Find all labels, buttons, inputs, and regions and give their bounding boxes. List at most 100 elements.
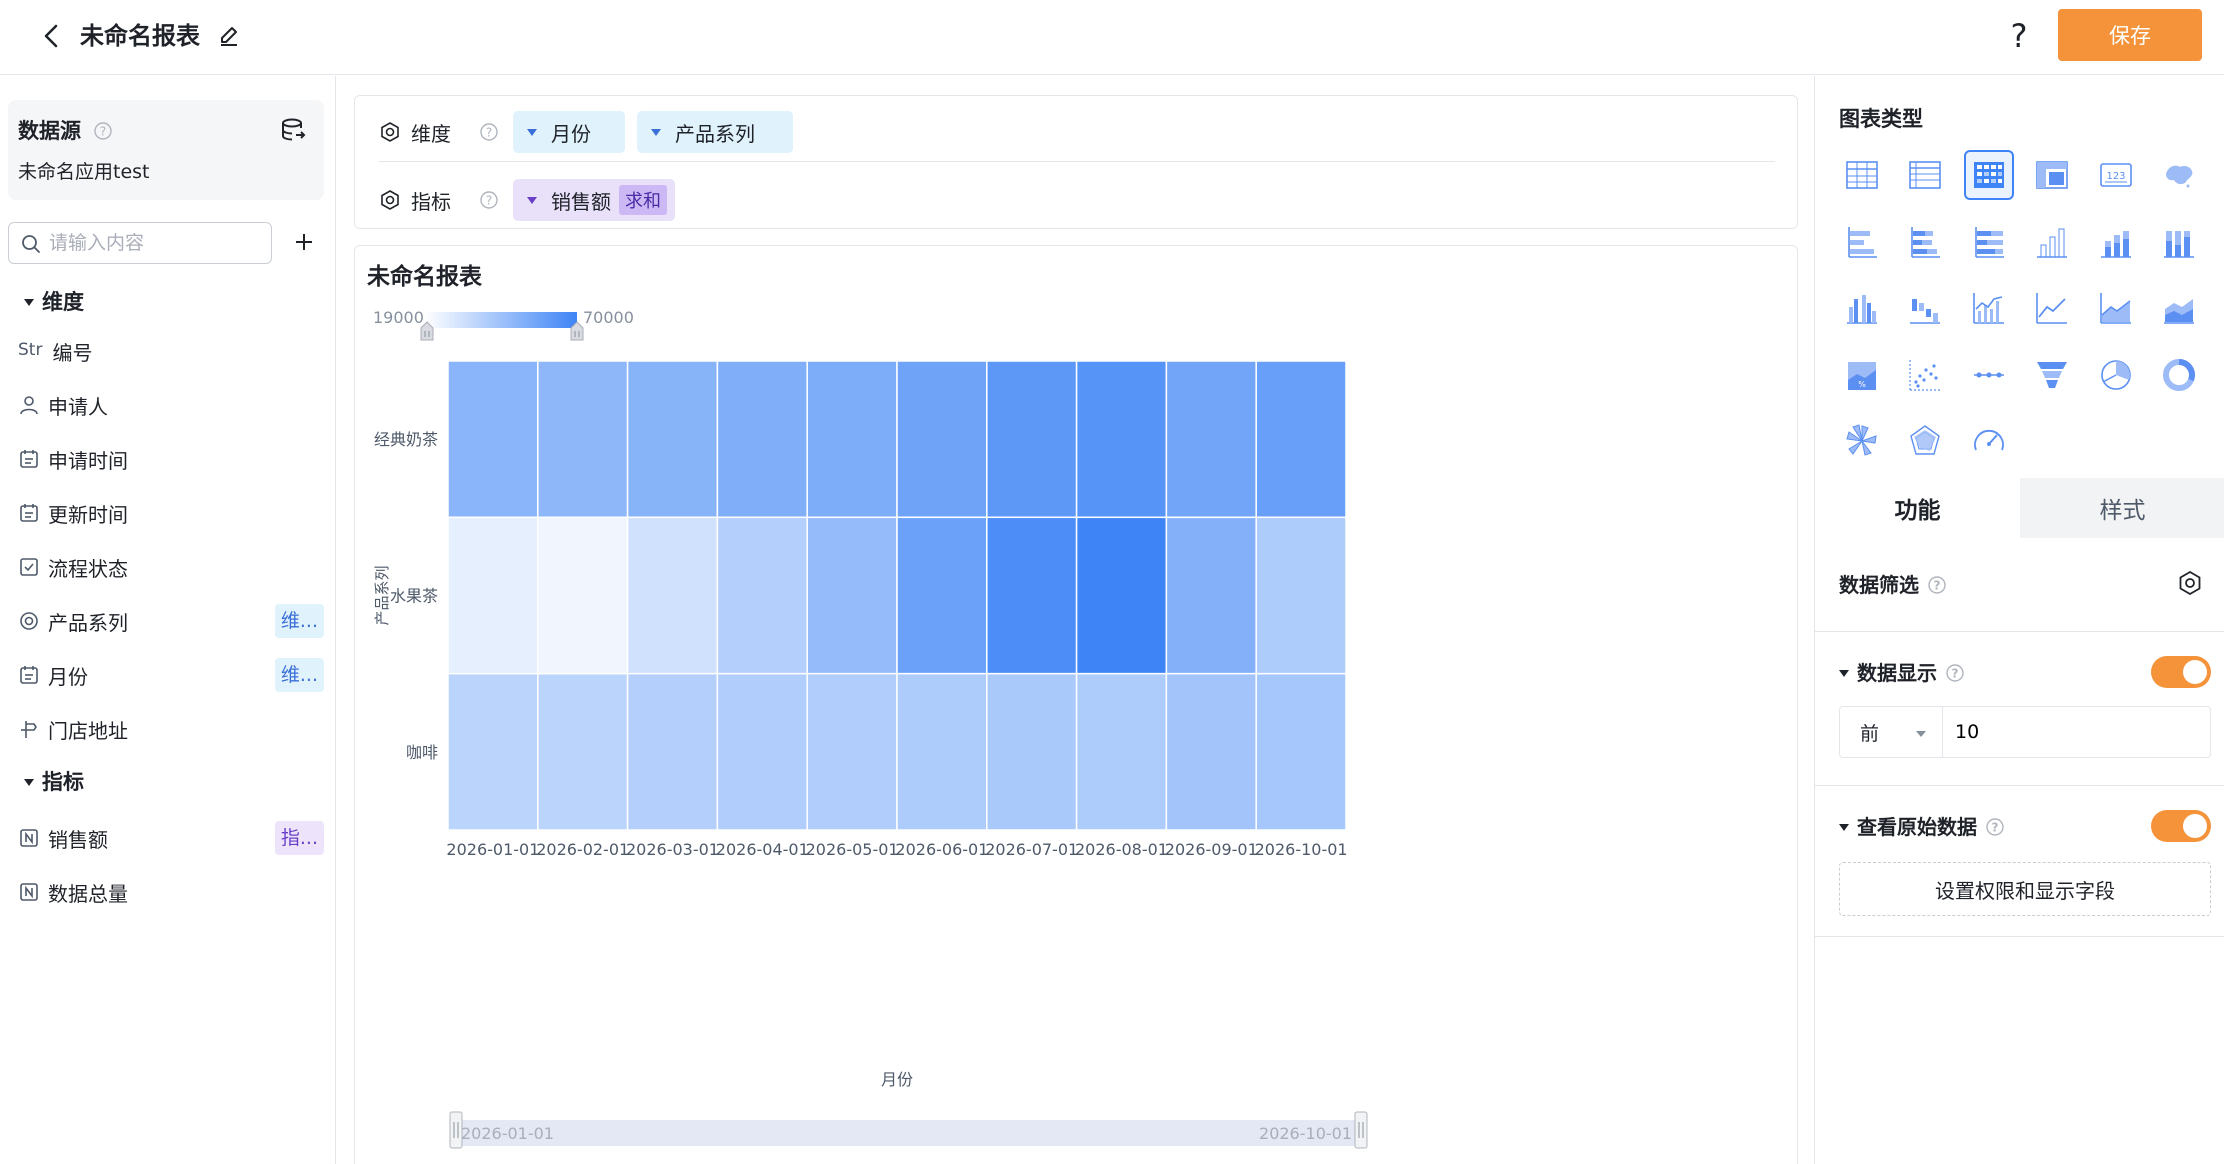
dot-line-icon[interactable] — [1964, 350, 2014, 400]
waterfall-icon[interactable] — [1900, 283, 1950, 333]
heatmap-cell[interactable] — [1075, 360, 1168, 519]
field-item-update-time[interactable]: 更新时间 — [18, 494, 324, 532]
dimension-pill-product-series[interactable]: 产品系列 — [637, 111, 793, 153]
percent-bar-icon[interactable] — [1964, 217, 2014, 267]
heatmap-cell[interactable] — [896, 516, 988, 675]
help-circle-icon[interactable]: ? — [1945, 663, 1965, 683]
heatmap-cell[interactable] — [806, 360, 898, 519]
save-button[interactable]: 保存 — [2058, 9, 2202, 61]
percent-column-icon[interactable] — [2154, 217, 2204, 267]
multi-column-icon[interactable] — [1837, 283, 1887, 333]
field-item-apply-time[interactable]: 申请时间 — [18, 440, 324, 478]
heatmap-cell[interactable] — [896, 672, 988, 831]
heatmap-cell[interactable] — [1255, 672, 1347, 831]
bar-icon[interactable] — [1837, 217, 1887, 267]
edit-pencil-icon[interactable] — [216, 22, 242, 50]
tab-style[interactable]: 样式 — [2020, 478, 2224, 538]
field-item-sales[interactable]: 销售额 指... — [18, 819, 324, 857]
field-item-product-series[interactable]: 产品系列 维... — [18, 602, 324, 640]
field-item-applicant[interactable]: 申请人 — [18, 386, 324, 424]
dimension-group-toggle[interactable]: 维度 — [24, 287, 84, 317]
data-zoom-slider[interactable]: 2026-01-01 2026-10-01 — [449, 1111, 1368, 1149]
field-item-month[interactable]: 月份 维... — [18, 656, 324, 694]
help-circle-icon[interactable]: ? — [1927, 575, 1947, 595]
number-card-icon[interactable]: 123 — [2091, 150, 2141, 200]
add-field-icon[interactable] — [290, 228, 318, 256]
area-icon[interactable] — [2091, 283, 2141, 333]
help-circle-icon[interactable]: ? — [1985, 817, 2005, 837]
cross-table-icon[interactable] — [2027, 150, 2077, 200]
gauge-icon[interactable] — [1964, 416, 2014, 466]
zoom-handle-start-icon[interactable] — [449, 1111, 463, 1149]
heatmap-cell[interactable] — [716, 672, 808, 831]
heatmap-cell[interactable] — [1255, 360, 1347, 519]
data-display-row[interactable]: 数据显示 ? — [1839, 658, 1965, 688]
heatmap-cell[interactable] — [447, 672, 539, 831]
heatmap-cell[interactable] — [716, 360, 808, 519]
rose-icon[interactable] — [1837, 416, 1887, 466]
help-circle-icon[interactable]: ? — [479, 190, 499, 210]
indicator-pill-sales[interactable]: 销售额 求和 — [513, 179, 675, 221]
field-item-process-status[interactable]: 流程状态 — [18, 548, 324, 586]
dimension-pill-month[interactable]: 月份 — [513, 111, 625, 153]
indicator-group-toggle[interactable]: 指标 — [24, 767, 84, 797]
heatmap-cell[interactable] — [1255, 516, 1347, 675]
heatmap-cell[interactable] — [1075, 672, 1168, 831]
pie-icon[interactable] — [2091, 350, 2141, 400]
funnel-icon[interactable] — [2027, 350, 2077, 400]
set-permission-fields-button[interactable]: 设置权限和显示字段 — [1839, 862, 2211, 916]
heatmap-table-icon[interactable] — [1963, 150, 2014, 200]
heatmap-cell[interactable] — [1165, 516, 1257, 675]
detail-table-icon[interactable] — [1900, 150, 1950, 200]
heatmap-cell[interactable] — [1165, 672, 1257, 831]
heatmap-cell[interactable] — [716, 516, 808, 675]
scatter-icon[interactable] — [1900, 350, 1950, 400]
legend-handle-max-icon[interactable] — [569, 320, 585, 342]
stacked-bar-icon[interactable] — [1900, 217, 1950, 267]
database-switch-icon[interactable] — [280, 117, 306, 143]
topn-direction-select[interactable]: 前 — [1839, 706, 1943, 758]
heatmap-cell[interactable] — [626, 360, 719, 519]
raw-data-row[interactable]: 查看原始数据 ? — [1839, 812, 2005, 842]
heatmap-cell[interactable] — [537, 360, 629, 519]
heatmap-cell[interactable] — [447, 360, 539, 519]
table-icon[interactable] — [1837, 150, 1887, 200]
field-item-store-address[interactable]: 门店地址 — [18, 710, 324, 748]
stacked-area-icon[interactable] — [2154, 283, 2204, 333]
heatmap-cell[interactable] — [986, 360, 1078, 519]
field-search-box[interactable] — [8, 222, 272, 264]
combo-icon[interactable] — [1964, 283, 2014, 333]
filter-settings-gear-icon[interactable] — [2177, 570, 2203, 596]
field-item-number[interactable]: Str 编号 — [18, 332, 324, 370]
zoom-handle-end-icon[interactable] — [1354, 1111, 1368, 1149]
heatmap-cell[interactable] — [806, 672, 898, 831]
heatmap-cell[interactable] — [986, 672, 1078, 831]
heatmap-cell[interactable] — [1075, 516, 1168, 675]
percent-area-icon[interactable]: % — [1837, 350, 1887, 400]
legend-handle-min-icon[interactable] — [419, 320, 435, 342]
heatmap-cell[interactable] — [537, 672, 629, 831]
radar-icon[interactable] — [1900, 416, 1950, 466]
heatmap-cell[interactable] — [896, 360, 988, 519]
search-input[interactable] — [49, 227, 263, 259]
data-display-toggle[interactable] — [2151, 656, 2211, 688]
help-circle-icon[interactable]: ? — [93, 121, 113, 141]
ring-icon[interactable] — [2154, 350, 2204, 400]
raw-data-toggle[interactable] — [2151, 810, 2211, 842]
help-circle-icon[interactable]: ? — [479, 122, 499, 142]
topn-count-input[interactable] — [1943, 706, 2211, 758]
field-item-total-count[interactable]: 数据总量 — [18, 873, 324, 911]
column-icon[interactable] — [2027, 217, 2077, 267]
heatmap-cell[interactable] — [626, 672, 719, 831]
heatmap-cell[interactable] — [1165, 360, 1257, 519]
line-icon[interactable] — [2027, 283, 2077, 333]
heatmap-cell[interactable] — [537, 516, 629, 675]
map-icon[interactable] — [2154, 150, 2204, 200]
help-icon[interactable]: ? — [2010, 17, 2028, 55]
stacked-column-icon[interactable] — [2091, 217, 2141, 267]
tab-function[interactable]: 功能 — [1815, 478, 2020, 538]
back-arrow-icon[interactable] — [38, 18, 66, 54]
heatmap-cell[interactable] — [986, 516, 1078, 675]
heatmap-cell[interactable] — [447, 516, 539, 675]
heatmap-cell[interactable] — [806, 516, 898, 675]
